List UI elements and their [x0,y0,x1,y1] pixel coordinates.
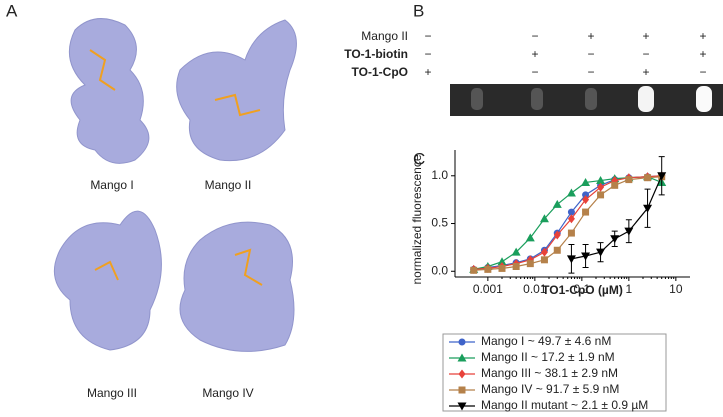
legend [442,333,667,412]
cell: − [642,47,649,61]
marker [582,208,590,216]
marker [458,386,466,394]
marker [458,338,466,346]
cell: − [699,65,706,79]
legend-label: Mango II mutant ~ 2.1 ± 0.9 µM [481,398,648,412]
cell: + [699,29,706,43]
y-tick-label: 0.5 [431,216,448,230]
cell: − [531,65,538,79]
cell: + [531,47,538,61]
marker [582,191,590,199]
marker [512,262,520,270]
marker [597,191,605,199]
marker [525,233,535,242]
cell: + [642,29,649,43]
marker [624,227,634,236]
x-tick-label: 10 [669,282,683,296]
panel-label: A [6,1,18,20]
structure-label: Mango IV [202,386,253,400]
structures [53,18,297,352]
cell: + [424,65,431,79]
marker [644,174,652,182]
panel-label: B [413,1,424,20]
row-label: Mango II [361,29,408,43]
marker [596,248,606,257]
marker [484,265,492,273]
legend-label: Mango II ~ 17.2 ± 1.9 nM [481,350,615,364]
x-axis-label: TO1-CpO (µM) [542,283,623,297]
marker [596,176,606,185]
marker [567,208,575,216]
marker [553,230,561,240]
marker [567,214,575,224]
marker [540,256,548,264]
structure-label: Mango III [87,386,137,400]
row-label: TO-1-CpO [352,65,408,79]
legend-label: Mango I ~ 49.7 ± 4.6 nM [481,334,611,348]
cell: + [587,29,594,43]
y-axis-label: normalized fluorescence [410,154,424,284]
x-tick-label: 0.01 [523,282,547,296]
marker [526,260,534,268]
marker [457,353,467,362]
structure-label: Mango I [90,178,133,192]
marker [597,182,605,192]
marker [540,247,548,257]
cell: − [587,65,594,79]
marker [458,369,466,379]
marker [625,176,633,184]
structure-label: Mango II [205,178,252,192]
marker [511,247,521,256]
marker [539,214,549,223]
marker [581,252,591,261]
series-line [473,175,662,270]
marker [610,235,620,244]
x-tick-label: 0.001 [473,282,503,296]
marker [567,229,575,237]
ligands [89,49,263,286]
marker [497,257,507,266]
marker [566,188,576,197]
cell: − [531,29,538,43]
cell: + [699,47,706,61]
marker [470,266,478,274]
cell: − [424,47,431,61]
marker [582,195,590,205]
marker [643,204,653,213]
marker [553,246,561,254]
marker [457,402,467,411]
x-tick-label: 0.1 [574,282,591,296]
gel-lanes [471,86,712,112]
marker [566,255,576,264]
x-tick-label: 1 [626,282,633,296]
legend-label: Mango III ~ 38.1 ± 2.9 nM [481,366,618,380]
marker [498,264,506,272]
marker [657,172,667,181]
marker [581,177,591,186]
marker [611,181,619,189]
cell: − [424,29,431,43]
panel-label: C [413,149,425,168]
legend-label: Mango IV ~ 91.7 ± 5.9 nM [481,382,619,396]
cell: + [642,65,649,79]
y-tick-label: 0.0 [431,263,448,277]
cell: − [587,47,594,61]
row-label: TO-1-biotin [344,47,408,61]
y-tick-label: 1.0 [431,168,448,182]
marker [552,199,562,208]
